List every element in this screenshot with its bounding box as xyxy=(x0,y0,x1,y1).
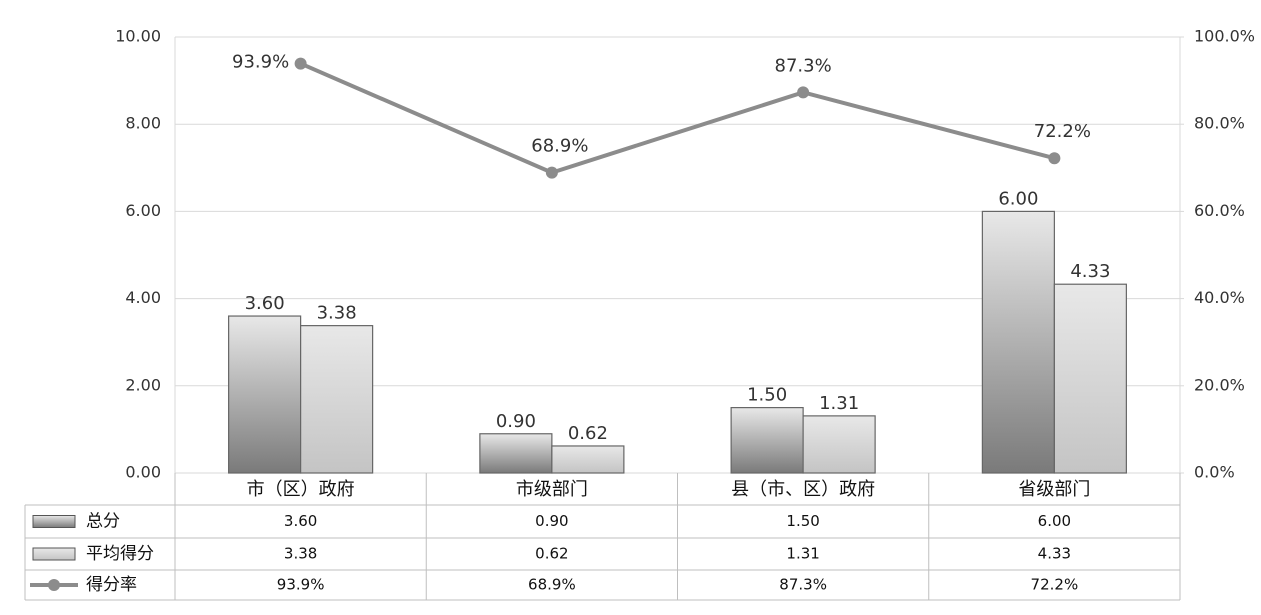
y2-tick-label: 60.0% xyxy=(1194,201,1245,220)
y2-tick-label: 80.0% xyxy=(1194,114,1245,133)
table-cell: 3.38 xyxy=(284,545,317,563)
bar-value-label: 1.31 xyxy=(819,393,859,414)
line-value-label: 93.9% xyxy=(232,52,289,73)
table-cell: 6.00 xyxy=(1038,512,1071,530)
bar xyxy=(479,433,553,474)
bar xyxy=(802,415,876,474)
line-value-label: 87.3% xyxy=(775,55,832,76)
bar-value-label: 0.90 xyxy=(496,411,536,432)
table-cell: 87.3% xyxy=(779,576,827,594)
bar-value-label: 6.00 xyxy=(998,188,1038,209)
line-series xyxy=(299,61,1055,175)
x-tick-label: 县（市、区）政府 xyxy=(731,479,875,500)
legend-label: 得分率 xyxy=(86,575,137,595)
line-point xyxy=(797,86,810,99)
y-tick-label: 10.00 xyxy=(115,27,161,46)
table-cell: 68.9% xyxy=(528,576,576,594)
y2-tick-label: 40.0% xyxy=(1194,288,1245,307)
bar-value-label: 0.62 xyxy=(568,423,608,444)
y2-tick-label: 100.0% xyxy=(1194,27,1255,46)
bar xyxy=(228,315,302,474)
y-tick-label: 8.00 xyxy=(125,114,161,133)
table-cell: 0.62 xyxy=(535,545,568,563)
legend-swatch xyxy=(32,515,76,528)
bar xyxy=(300,325,374,474)
y-tick-label: 4.00 xyxy=(125,288,161,307)
table-cell: 3.60 xyxy=(284,512,317,530)
y2-tick-label: 0.0% xyxy=(1194,463,1235,482)
table-cell: 1.50 xyxy=(786,512,819,530)
bar-value-label: 1.50 xyxy=(747,385,787,406)
x-tick-label: 市级部门 xyxy=(516,479,588,500)
legend-label: 总分 xyxy=(86,512,120,532)
y-tick-label: 2.00 xyxy=(125,375,161,394)
legend-swatch xyxy=(32,547,76,561)
legend-label: 平均得分 xyxy=(86,544,154,564)
y2-tick-label: 20.0% xyxy=(1194,375,1245,394)
bar xyxy=(730,407,804,474)
table-cell: 0.90 xyxy=(535,512,568,530)
y-tick-label: 0.00 xyxy=(125,463,161,482)
bar-value-label: 4.33 xyxy=(1070,261,1110,282)
line-value-label: 68.9% xyxy=(531,136,588,157)
bar xyxy=(551,445,625,474)
table-cell: 1.31 xyxy=(786,545,819,563)
table-cell: 72.2% xyxy=(1031,576,1079,594)
y-tick-label: 6.00 xyxy=(125,201,161,220)
bar xyxy=(981,210,1055,474)
bar-value-label: 3.38 xyxy=(317,303,357,324)
x-tick-label: 市（区）政府 xyxy=(247,479,355,500)
table-cell: 4.33 xyxy=(1038,545,1071,563)
line-value-label: 72.2% xyxy=(1034,121,1091,142)
legend-swatch xyxy=(48,579,60,591)
line-point xyxy=(294,57,307,70)
x-tick-label: 省级部门 xyxy=(1018,479,1090,500)
bar xyxy=(1053,283,1127,474)
bar-value-label: 3.60 xyxy=(245,293,285,314)
table-cell: 93.9% xyxy=(277,576,325,594)
line-point xyxy=(1048,152,1061,165)
line-point xyxy=(545,166,558,179)
